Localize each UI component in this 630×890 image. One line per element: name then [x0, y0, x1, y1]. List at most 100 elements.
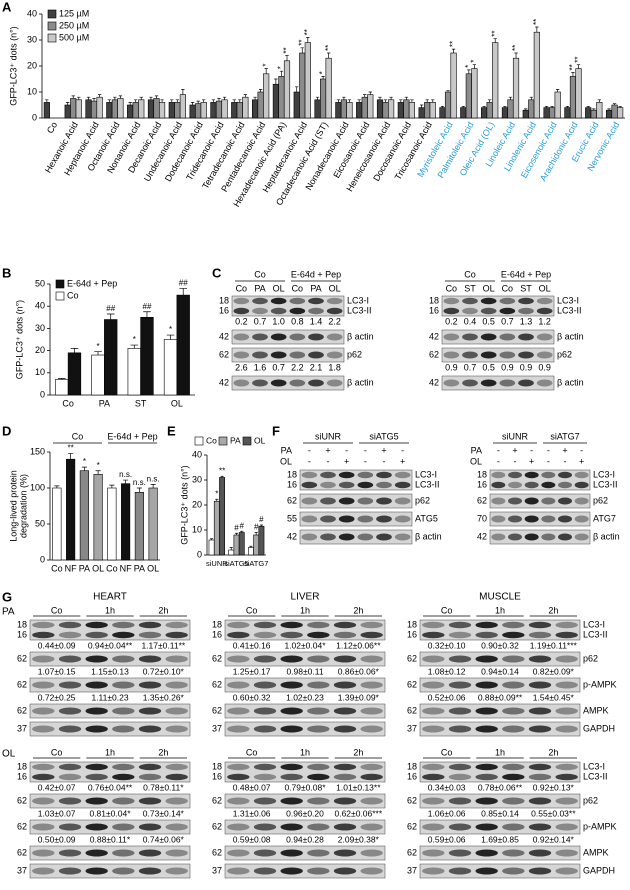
error-bar [106, 313, 115, 320]
band [541, 533, 556, 541]
band [376, 481, 392, 489]
band [280, 867, 303, 875]
time-label: Co [51, 747, 63, 757]
bar [208, 539, 215, 556]
time-label: Co [441, 747, 453, 757]
bar [585, 107, 592, 119]
error-bar [363, 94, 367, 98]
row-label: β actin [347, 331, 374, 341]
quantification: 0.5 [482, 316, 495, 326]
band [32, 681, 55, 689]
lane-label: Co [292, 283, 304, 293]
bar [210, 102, 217, 119]
band [165, 849, 188, 857]
band [138, 797, 162, 805]
mw-label: 18 [477, 469, 487, 479]
band [85, 631, 108, 639]
mw-label: 16 [17, 629, 27, 639]
band [252, 333, 268, 341]
quantification: 0.94±0.14 [481, 666, 519, 676]
error-bar [94, 351, 102, 356]
band [491, 481, 506, 489]
time-label: 2h [158, 605, 168, 615]
band [58, 655, 82, 663]
x-tick-label: PA [99, 398, 110, 408]
error-bar [54, 485, 60, 488]
group-label: E-64d + Pep [107, 431, 157, 441]
bar [283, 60, 291, 119]
bar [325, 57, 332, 119]
band [508, 497, 522, 505]
band [558, 515, 572, 523]
x-tick-label: ST [135, 398, 147, 408]
mw-label: 62 [407, 653, 417, 663]
band [555, 621, 578, 629]
row-label: LC3-I [347, 295, 369, 305]
band [338, 533, 355, 541]
band [227, 725, 250, 733]
y-tick-label: 30 [192, 474, 202, 484]
mw-label: 62 [212, 653, 222, 663]
panel-letter: B [2, 265, 11, 280]
error-bar [315, 96, 320, 100]
mw-label: 42 [429, 331, 439, 341]
band [360, 797, 383, 805]
error-bar [128, 102, 132, 105]
band [112, 823, 135, 831]
band [307, 823, 330, 831]
band [32, 621, 55, 629]
error-bar [118, 95, 123, 99]
band [308, 379, 324, 387]
bar [397, 102, 404, 119]
band [360, 725, 383, 733]
bar [382, 102, 389, 119]
quantification: 1.01±0.13** [336, 782, 381, 792]
band [528, 823, 552, 831]
bar [299, 52, 306, 119]
quantification: 0.7 [501, 316, 514, 326]
band [280, 621, 303, 629]
legend-swatch [242, 436, 252, 446]
error-bar [451, 48, 456, 53]
x-tick-label: siATG7 [244, 559, 268, 568]
mw-label: 16 [212, 771, 222, 781]
bar [127, 348, 141, 396]
treatment-sign: - [564, 456, 567, 466]
band [528, 631, 552, 639]
row-label: ATG7 [593, 513, 616, 523]
bar [596, 102, 603, 119]
row-label: LC3-II [415, 479, 440, 489]
significance: * [318, 71, 327, 74]
bar [117, 98, 124, 119]
bar [174, 102, 181, 119]
error-bar [109, 484, 115, 488]
row-label: p62 [415, 495, 430, 505]
quantification: 1.12±0.06** [336, 640, 381, 650]
band [165, 681, 188, 689]
time-label: 2h [548, 605, 558, 615]
bar [293, 91, 300, 119]
treatment-sign: + [562, 445, 567, 455]
band [280, 681, 303, 689]
band [574, 497, 589, 505]
band [528, 797, 552, 805]
group-label: Co [464, 269, 476, 279]
error-bar [482, 105, 486, 108]
band [499, 379, 516, 387]
bar [179, 94, 186, 119]
bar [64, 104, 71, 119]
significance: ## [179, 279, 188, 288]
significance: n.s. [147, 475, 160, 484]
error-bar [70, 348, 79, 353]
band [360, 823, 383, 831]
band [253, 763, 277, 771]
lane-label: PA [310, 283, 321, 293]
band [227, 849, 250, 857]
band [32, 631, 55, 639]
bar [153, 98, 160, 119]
band [308, 333, 324, 341]
band [165, 823, 188, 831]
error-bar [136, 487, 142, 493]
band [376, 497, 392, 505]
quantification: 0.32±0.10 [428, 640, 466, 650]
